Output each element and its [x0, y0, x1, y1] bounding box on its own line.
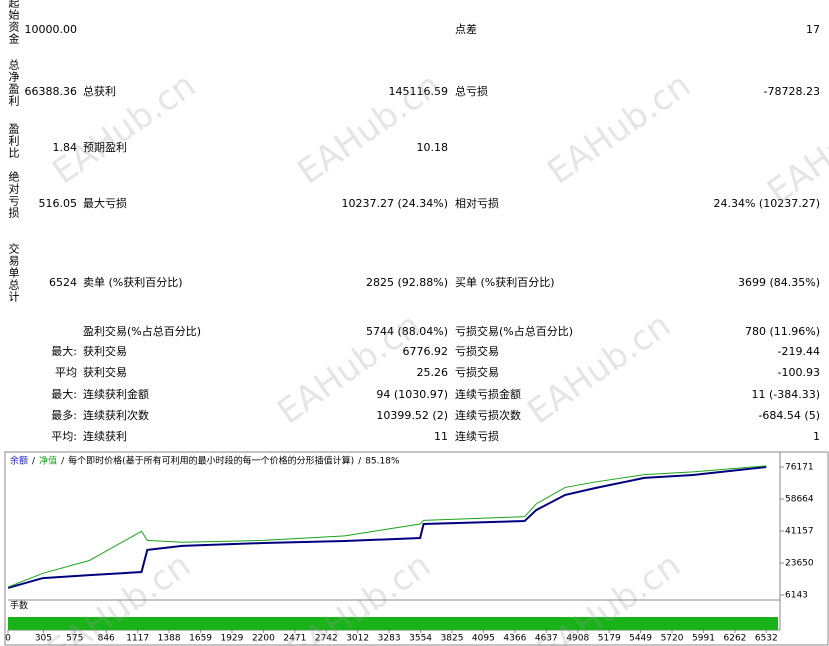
- mid-value: 10237.27 (24.34%): [341, 197, 448, 210]
- x-tick-label: 1929: [220, 634, 243, 644]
- x-tick-label: 6262: [724, 634, 747, 644]
- legend-note: 每个即时价格(基于所有可利用的最小时段的每一个价格的分形插值计算): [68, 455, 354, 467]
- row-prefix: 最大:: [51, 388, 77, 401]
- right-label: 连续亏损金额: [455, 388, 521, 401]
- row-label: 总净盈利: [7, 59, 20, 107]
- right-label: 亏损交易: [455, 366, 499, 379]
- x-tick-label: 4908: [566, 634, 589, 644]
- right-value: 780 (11.96%): [744, 325, 820, 338]
- row-prefix: 平均: [55, 366, 77, 379]
- row-prefix: 最大:: [51, 345, 77, 358]
- x-tick-label: 1388: [158, 634, 181, 644]
- mid-value: 10399.52 (2): [376, 409, 448, 422]
- y-tick-label: 23650: [785, 559, 814, 569]
- x-tick-label: 846: [98, 634, 115, 644]
- row-label: 绝对亏损: [7, 171, 20, 219]
- row-prefix: 最多:: [51, 409, 77, 422]
- row-value: 10000.00: [24, 23, 78, 36]
- mid-value: 94 (1030.97): [376, 388, 448, 401]
- x-tick-label: 5991: [692, 634, 715, 644]
- right-label: 连续亏损次数: [455, 409, 521, 422]
- x-tick-label: 575: [66, 634, 83, 644]
- y-tick-label: 6143: [785, 591, 808, 601]
- y-tick-label: 76171: [785, 463, 814, 473]
- right-label: 相对亏损: [455, 197, 499, 210]
- mid-label: 获利交易: [83, 366, 127, 379]
- legend-separator: /: [358, 457, 362, 467]
- chart-frame: [4, 451, 829, 646]
- x-tick-label: 305: [35, 634, 52, 644]
- mid-label: 卖单 (%获利百分比): [83, 276, 183, 289]
- x-tick-label: 4637: [535, 634, 558, 644]
- mid-value: 10.18: [416, 141, 449, 154]
- x-tick-label: 1659: [189, 634, 212, 644]
- right-value: 11 (-384.33): [751, 388, 820, 401]
- right-label: 亏损交易(%占总百分比): [455, 325, 574, 338]
- legend-quality: 85.18%: [365, 457, 400, 467]
- legend-separator: /: [32, 457, 36, 467]
- mid-label: 盈利交易(%占总百分比): [83, 325, 202, 338]
- right-value: -100.93: [777, 366, 820, 379]
- right-value: 3699 (84.35%): [737, 276, 820, 289]
- legend-entry: 净值: [39, 455, 57, 467]
- mid-value: 2825 (92.88%): [365, 276, 448, 289]
- mid-label: 最大亏损: [83, 197, 127, 210]
- volume-label: 手数: [10, 600, 28, 612]
- series-line: [7, 465, 767, 588]
- row-label: 交易单总计: [7, 242, 20, 303]
- legend-separator: /: [61, 457, 65, 467]
- series-line: [7, 466, 767, 589]
- x-tick-label: 5720: [661, 634, 684, 644]
- row-value: 516.05: [38, 197, 78, 210]
- mid-label: 连续获利: [83, 430, 127, 443]
- y-tick-label: 58664: [785, 495, 814, 505]
- x-tick-label: 2742: [315, 634, 338, 644]
- x-tick-label: 3554: [409, 634, 432, 644]
- mid-value: 6776.92: [402, 345, 449, 358]
- right-label: 总亏损: [455, 85, 488, 98]
- x-tick-label: 3283: [378, 634, 401, 644]
- volume-area: [8, 617, 778, 630]
- x-tick-label: 5449: [629, 634, 652, 644]
- right-value: -78728.23: [763, 85, 820, 98]
- mid-label: 连续获利金额: [83, 388, 149, 401]
- row-label: 起始资金: [7, 0, 20, 45]
- right-label: 连续亏损: [455, 430, 499, 443]
- right-value: -684.54 (5): [758, 409, 820, 422]
- right-label: 买单 (%获利百分比): [455, 276, 555, 289]
- x-tick-label: 1117: [126, 634, 149, 644]
- mid-value: 11: [434, 430, 448, 443]
- mid-label: 预期盈利: [83, 141, 127, 154]
- x-tick-label: 2200: [252, 634, 275, 644]
- x-tick-label: 6532: [755, 634, 778, 644]
- right-value: 1: [813, 430, 820, 443]
- right-value: -219.44: [777, 345, 820, 358]
- x-tick-label: 2471: [283, 634, 306, 644]
- x-tick-label: 0: [5, 634, 11, 644]
- legend-entry: 余额: [10, 455, 28, 467]
- mid-label: 获利交易: [83, 345, 127, 358]
- right-value: 17: [806, 23, 820, 36]
- mid-label: 总获利: [83, 85, 116, 98]
- mid-label: 连续获利次数: [83, 409, 149, 422]
- x-tick-label: 3825: [441, 634, 464, 644]
- right-label: 亏损交易: [455, 345, 499, 358]
- mid-value: 25.26: [416, 366, 449, 379]
- row-value: 1.84: [52, 141, 78, 154]
- row-value: 66388.36: [24, 85, 78, 98]
- row-value: 6524: [49, 276, 77, 289]
- x-tick-label: 4366: [503, 634, 526, 644]
- x-tick-label: 4095: [472, 634, 495, 644]
- right-label: 点差: [455, 23, 477, 36]
- mid-value: 5744 (88.04%): [365, 325, 448, 338]
- mid-value: 145116.59: [388, 85, 449, 98]
- row-prefix: 平均:: [51, 430, 77, 443]
- row-label: 盈利比: [7, 122, 20, 159]
- x-tick-label: 5179: [598, 634, 621, 644]
- x-tick-label: 3012: [346, 634, 369, 644]
- y-tick-label: 41157: [785, 527, 814, 537]
- right-value: 24.34% (10237.27): [713, 197, 820, 210]
